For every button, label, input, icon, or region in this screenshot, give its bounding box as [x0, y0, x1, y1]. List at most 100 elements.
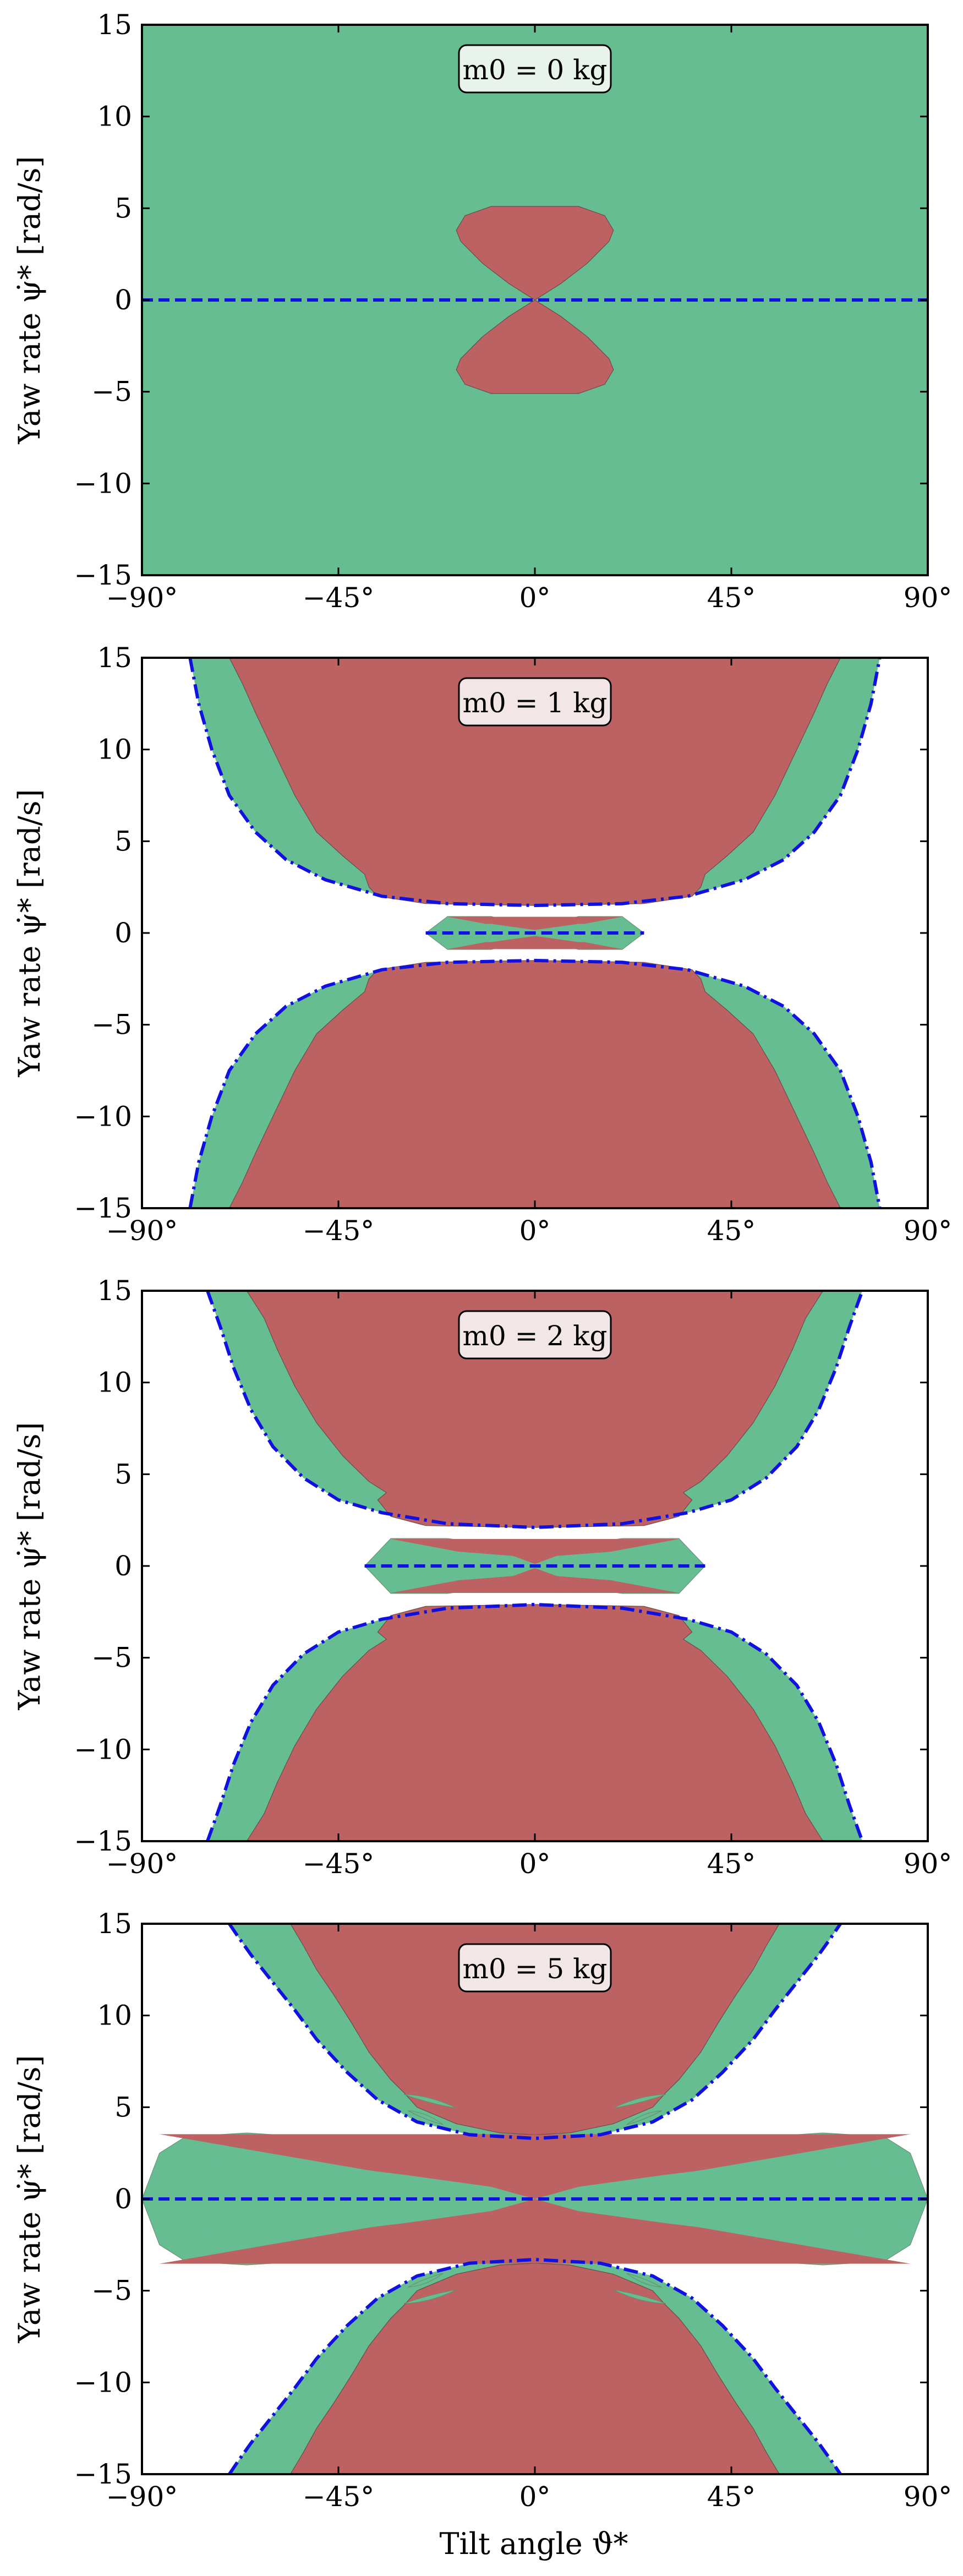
y-tick-label: 10 [97, 734, 132, 766]
unstable-wedge [360, 2199, 710, 2263]
y-tick-label: 5 [114, 1458, 132, 1490]
x-tick-label: 0° [519, 1215, 551, 1247]
x-tick-label: 0° [519, 2481, 551, 2513]
mass-label-box [458, 1310, 612, 1360]
boundary-curve [188, 958, 882, 1208]
mass-label: m0 = 1 kg [463, 687, 608, 719]
x-tick-label: −90° [106, 1848, 178, 1880]
y-tick-label: 15 [97, 642, 132, 674]
unstable-region [456, 206, 614, 301]
x-tick-label: −45° [303, 1848, 375, 1880]
plot-area [142, 1291, 928, 1841]
stable-notch [408, 2110, 444, 2125]
y-tick-label: 5 [114, 192, 132, 224]
x-tick-label: −45° [303, 1215, 375, 1247]
plot-area [142, 25, 928, 575]
y-tick-label: 0 [114, 284, 132, 316]
y-tick-label: −5 [91, 2275, 132, 2307]
boundary-curve [228, 1924, 842, 2141]
boundary-curve [228, 2257, 842, 2474]
stable-notch [403, 2289, 457, 2304]
unstable-region [229, 658, 841, 906]
y-tick-label: 15 [97, 1275, 132, 1307]
y-tick-label: 10 [97, 2000, 132, 2032]
y-tick-label: −10 [74, 2366, 132, 2398]
x-tick-label: 90° [904, 2481, 953, 2513]
inner-stable-core [364, 1566, 705, 1581]
y-tick-label: −15 [74, 2458, 132, 2490]
y-tick-label: 10 [97, 1367, 132, 1399]
y-tick-label: −15 [74, 1825, 132, 1857]
inner-unstable-wedge [447, 933, 622, 949]
inner-stable-core [425, 924, 644, 933]
y-tick-label: −5 [91, 1642, 132, 1674]
inner-stable-core [142, 2199, 928, 2235]
stable-notch [626, 2110, 662, 2125]
stable-notch [403, 2094, 457, 2109]
stable-notch [626, 2273, 662, 2288]
y-tick-label: 0 [114, 1550, 132, 1582]
unstable-region [229, 960, 841, 1208]
inner-stable-core [142, 2163, 928, 2199]
unstable-region [246, 1604, 824, 1841]
x-tick-label: 45° [707, 2481, 756, 2513]
y-tick-label: 10 [97, 101, 132, 133]
x-tick-label: −90° [106, 1215, 178, 1247]
mass-label-box [458, 44, 612, 94]
x-tick-label: 0° [519, 1848, 551, 1880]
y-tick-label: −10 [74, 467, 132, 499]
inner-stable-core [425, 933, 644, 942]
x-tick-label: 90° [904, 582, 953, 614]
y-tick-label: 15 [97, 9, 132, 41]
y-tick-label: −10 [74, 1733, 132, 1765]
inner-unstable-wedge [447, 916, 622, 933]
x-tick-label: 0° [519, 582, 551, 614]
y-axis-label: Yaw rate ψ̇* [rad/s] [12, 789, 47, 1078]
y-tick-label: −15 [74, 1192, 132, 1224]
y-axis-label: Yaw rate ψ̇* [rad/s] [12, 2055, 47, 2344]
x-tick-label: 45° [707, 1215, 756, 1247]
mass-label: m0 = 2 kg [463, 1320, 608, 1352]
inner-stable-core [364, 1551, 705, 1566]
x-tick-label: −90° [106, 582, 178, 614]
x-tick-label: 45° [707, 1848, 756, 1880]
x-tick-label: 90° [904, 1215, 953, 1247]
y-tick-label: 0 [114, 2183, 132, 2215]
unstable-wedge [360, 2135, 710, 2199]
y-tick-label: −15 [74, 559, 132, 591]
unstable-region [246, 1291, 824, 1528]
panel-2: −15 −10 −5 0 5 10 15 −90° −45° 0° 45° 90° Yaw rate ψ… [12, 1275, 952, 1880]
y-tick-label: 15 [97, 1908, 132, 1940]
x-tick-label: 45° [707, 582, 756, 614]
mass-label-box [458, 677, 612, 727]
mass-label-box [458, 1943, 612, 1993]
panel-3: −15 −10 −5 0 5 10 15 −90° −45° 0° 45° 90° Yaw rate ψ… [12, 1908, 952, 2513]
mass-label: m0 = 5 kg [463, 1953, 608, 1985]
y-axis-label: Yaw rate ψ̇* [rad/s] [12, 1422, 47, 1711]
x-tick-label: 90° [904, 1848, 953, 1880]
y-tick-label: 0 [114, 917, 132, 949]
y-tick-label: −10 [74, 1100, 132, 1132]
panel-0: −15 −10 −5 0 5 10 15 −90° −45° 0° 45° 90° Yaw rate ψ… [12, 9, 952, 614]
stable-notch [408, 2273, 444, 2288]
boundary-curve [188, 658, 882, 908]
x-tick-label: −45° [303, 2481, 375, 2513]
stable-notch [613, 2094, 666, 2109]
x-tick-label: −90° [106, 2481, 178, 2513]
y-tick-label: 5 [114, 2091, 132, 2123]
y-tick-label: −5 [91, 376, 132, 408]
y-axis-label: Yaw rate ψ̇* [rad/s] [12, 156, 47, 445]
plot-area [142, 658, 928, 1208]
y-tick-label: −5 [91, 1009, 132, 1041]
inner-unstable-wedge [391, 1539, 679, 1566]
inner-unstable-wedge [391, 1566, 679, 1593]
stable-notch [613, 2289, 666, 2304]
panel-1: −15 −10 −5 0 5 10 15 −90° −45° 0° 45° 90° Yaw rate ψ… [12, 642, 952, 1247]
x-tick-label: −45° [303, 582, 375, 614]
x-axis-label: Tilt angle ϑ* [440, 2526, 628, 2561]
y-tick-label: 5 [114, 825, 132, 857]
plot-area [142, 1924, 928, 2474]
panels-group: −15 −10 −5 0 5 10 15 −90° −45° 0° 45° 90° Yaw rate ψ… [12, 9, 952, 2513]
mass-label: m0 = 0 kg [463, 54, 608, 86]
